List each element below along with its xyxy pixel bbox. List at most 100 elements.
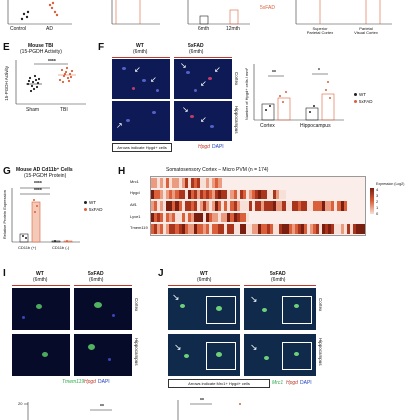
panel-h-heatmap-cell <box>218 201 222 211</box>
panel-h-heatmap-cell <box>215 224 219 234</box>
panel-h-heatmap-cell <box>151 212 155 223</box>
panel-f-row-hippo: Hippocampus <box>234 106 239 134</box>
panel-j-img-fad-hippo: ↘ <box>244 334 316 376</box>
panel-h-heatmap-cell <box>199 189 204 200</box>
panel-h-heatmap-cell <box>166 189 170 200</box>
panel-h-heatmap-cell <box>245 224 250 234</box>
panel-j-arrows-caption: Arrows indicate Mrc1+ Hpgd+ cells <box>168 379 270 388</box>
panel-h-title: Somatosensory Cortex – Micro PVM (n = 17… <box>166 167 269 173</box>
panel-h-heatmap-cell <box>215 178 219 188</box>
panel-h-heatmap-cell <box>172 224 176 234</box>
panel-h-heatmap-cell <box>334 201 338 211</box>
panel-h-heatmap-cell <box>193 201 198 211</box>
panel-e-tbi-points <box>58 66 76 84</box>
panel-h-heatmap-cell <box>343 224 348 234</box>
panel-h-heatmap-cell <box>199 212 204 223</box>
panel-f-wt: WT <box>136 43 144 49</box>
panel-f-img-fad-cortex: ↘ ↙ ↙ <box>174 59 232 99</box>
panel-h-heatmap-cell <box>181 212 186 223</box>
panel-f-chart-points <box>265 81 331 113</box>
panel-h-heatmap-cell <box>221 189 225 200</box>
panel-h-legend-tick-1: 3 <box>376 193 379 198</box>
panel-h-heatmap-cell <box>187 224 192 234</box>
panel-h-heatmap-cell <box>343 201 348 211</box>
panel-i-img-fad-cortex <box>74 288 132 330</box>
panel-g-legend-fad: 5xFAD <box>84 207 103 212</box>
panel-h-heatmap-cell <box>264 189 268 200</box>
panel-h-gene-label: Lyve1 <box>130 213 141 219</box>
panel-h-heatmap-cell <box>334 224 338 234</box>
panel-h-legend-tick-0: 4 <box>376 187 379 192</box>
panel-h-heatmap-cell <box>218 178 222 188</box>
panel-j-fad-underline <box>244 285 316 286</box>
panel-h-heatmap-cell <box>175 189 179 200</box>
panel-h-heatmap-cell <box>224 212 228 223</box>
panel-g-subtitle: (15-PGDH Protein) <box>24 173 67 179</box>
panel-h-heatmap-cell <box>322 224 326 234</box>
panel-h-heatmap-cell <box>206 224 210 234</box>
panel-h-heatmap-cell <box>196 189 201 200</box>
panel-h-heatmap-cell <box>291 201 296 211</box>
panel-h-heatmap-cell <box>184 212 189 223</box>
panel-h-heatmap-cell <box>166 178 170 188</box>
panel-h-heatmap-cell <box>157 189 161 200</box>
panel-h-heatmap-cell <box>151 178 155 188</box>
panel-f-stain-dapi: DAPI <box>212 144 224 150</box>
panel-j-row-cortex: Cortex <box>318 298 323 312</box>
panel-h-heatmap-cell <box>181 178 186 188</box>
panel-h-heatmap-cell <box>248 189 253 200</box>
panel-h-legend-tick-3: 1 <box>376 205 379 210</box>
panel-h-heatmap-cell <box>166 212 170 223</box>
panel-h-heatmap-cell <box>303 201 308 211</box>
panel-h-heatmap-cell <box>242 224 247 234</box>
panel-h-heatmap-cell <box>239 189 244 200</box>
panel-h-heatmap-cell <box>178 189 182 200</box>
panel-f-fad-age: (6mth) <box>189 49 204 55</box>
panel-f-label: F <box>98 42 105 53</box>
panel-h-heatmap-cell <box>181 189 186 200</box>
panel-h-heatmap-cell <box>196 201 201 211</box>
panel-h-heatmap-cell <box>297 201 302 211</box>
panel-h-heatmap-cell <box>193 224 198 234</box>
panel-g-title: Mouse AD Cd11b⁺ Cells <box>16 167 73 173</box>
panel-f-chart <box>253 64 344 121</box>
panel-i-wt: WT <box>36 271 44 277</box>
panel-h-heatmap-cell <box>206 178 210 188</box>
panel-h-legend-tick-4: 0 <box>376 211 379 216</box>
top-a-xlabel-1: AD <box>46 26 53 32</box>
panel-h-heatmap-cell <box>233 212 237 223</box>
bottom-axes <box>24 400 241 420</box>
panel-h-gene-label: Mrc1 <box>130 178 139 184</box>
panel-g-label: G <box>3 166 11 177</box>
panel-f-chart-xlabel-cortex: Cortex <box>260 123 275 129</box>
panel-h-heatmap-cell <box>331 224 335 234</box>
panel-h-heatmap-cell <box>196 224 201 234</box>
panel-h-heatmap-cell <box>169 224 173 234</box>
panel-h-heatmap-cell <box>175 201 179 211</box>
panel-h-heatmap-cell <box>355 224 360 234</box>
panel-h-heatmap-cell <box>193 178 198 188</box>
panel-h-heatmap-cell <box>187 201 192 211</box>
panel-h-color-legend <box>370 188 374 214</box>
panel-h-gene-label: Aif1 <box>130 202 137 207</box>
panel-g-xlabel-0: CD11b (+) <box>18 245 37 250</box>
panel-h-heatmap-cell <box>172 178 176 188</box>
panel-h-heatmap-cell <box>218 189 222 200</box>
panel-h-heatmap-cell <box>236 212 241 223</box>
panel-h-heatmap-cell <box>154 201 158 211</box>
panel-h-heatmap-cell <box>178 212 182 223</box>
panel-h-heatmap-cell <box>215 212 219 223</box>
panel-f-legend-fad: 5xFAD <box>354 99 373 104</box>
panel-g-xlabel-1: CD11b (-) <box>52 245 70 250</box>
panel-h-heatmap-cell <box>163 189 167 200</box>
panel-h-heatmap-cell <box>340 224 344 234</box>
panel-h-heatmap-cell <box>190 224 195 234</box>
panel-h-heatmap-cell <box>230 212 234 223</box>
panel-h-heatmap-cell <box>215 201 219 211</box>
panel-h-heatmap-cell <box>209 189 213 200</box>
panel-h-heatmap-cell <box>160 201 164 211</box>
panel-h-heatmap-cell <box>227 189 231 200</box>
panel-h-heatmap-cell <box>361 224 366 234</box>
panel-h-heatmap-cell <box>212 224 216 234</box>
panel-h-heatmap-cell <box>300 201 305 211</box>
